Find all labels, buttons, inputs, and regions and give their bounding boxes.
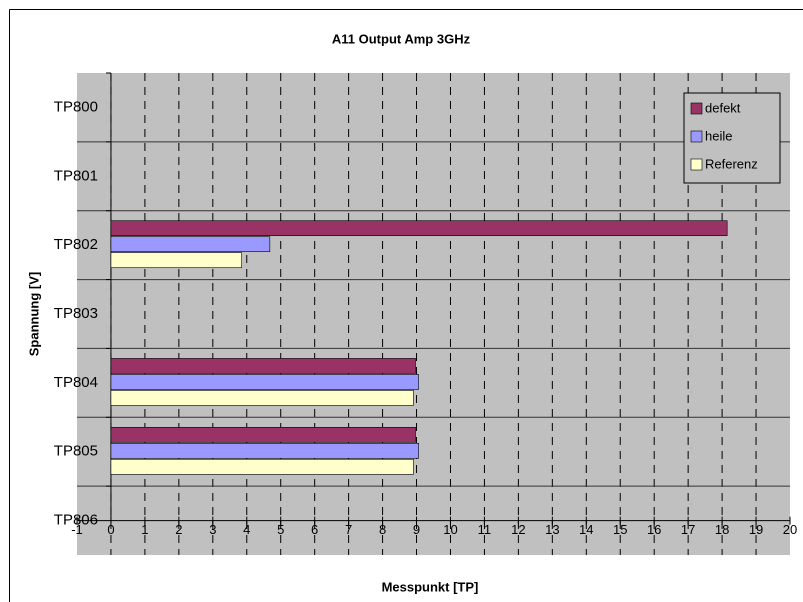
x-tick-label: 6 xyxy=(311,522,318,537)
x-tick-label: 16 xyxy=(647,522,661,537)
x-tick-label: 18 xyxy=(715,522,729,537)
y-tick-label: TP800 xyxy=(54,98,98,115)
bar xyxy=(110,374,419,390)
chart-title: A11 Output Amp 3GHz xyxy=(332,31,471,46)
bar xyxy=(110,390,414,406)
x-tick-label: 9 xyxy=(413,522,420,537)
bar xyxy=(110,458,414,475)
y-tick-label: TP804 xyxy=(54,374,98,391)
x-tick-label: 19 xyxy=(749,522,763,537)
bar xyxy=(110,358,416,374)
y-tick-label: TP801 xyxy=(54,167,98,184)
x-axis-label: Messpunkt [TP] xyxy=(382,579,479,594)
y-tick-label: TP802 xyxy=(54,236,98,253)
x-tick-label: 4 xyxy=(243,522,250,537)
legend-swatch xyxy=(690,102,703,115)
y-axis-label: Spannung [V] xyxy=(26,272,41,357)
legend-label: heile xyxy=(705,128,732,143)
x-tick-label: 15 xyxy=(613,522,627,537)
x-tick-label: 8 xyxy=(379,522,386,537)
y-tick-label: TP803 xyxy=(54,305,98,322)
bar xyxy=(110,236,271,253)
bar xyxy=(110,252,242,269)
legend-swatch xyxy=(690,130,703,143)
x-tick-label: 11 xyxy=(478,522,492,537)
x-tick-label: 1 xyxy=(141,522,148,537)
y-tick-label: TP805 xyxy=(54,443,98,460)
y-tick-label: TP806 xyxy=(54,512,98,529)
legend-label: defekt xyxy=(705,100,741,115)
legend-label: Referenz xyxy=(705,156,758,171)
x-tick-label: 17 xyxy=(681,522,695,537)
x-tick-label: 20 xyxy=(783,522,797,537)
x-tick-label: 10 xyxy=(443,522,457,537)
x-tick-label: 3 xyxy=(209,522,216,537)
bar xyxy=(110,220,728,237)
x-tick-label: 13 xyxy=(545,522,559,537)
legend-swatch xyxy=(690,158,703,171)
bar xyxy=(110,442,419,459)
x-tick-label: 12 xyxy=(511,522,525,537)
plot-area xyxy=(77,73,790,555)
x-tick-label: 0 xyxy=(107,522,114,537)
x-tick-label: 14 xyxy=(579,522,593,537)
x-tick-label: -1 xyxy=(71,522,83,537)
bar xyxy=(110,426,416,443)
x-tick-label: 7 xyxy=(345,522,352,537)
x-tick-label: 2 xyxy=(175,522,182,537)
x-tick-label: 5 xyxy=(277,522,284,537)
